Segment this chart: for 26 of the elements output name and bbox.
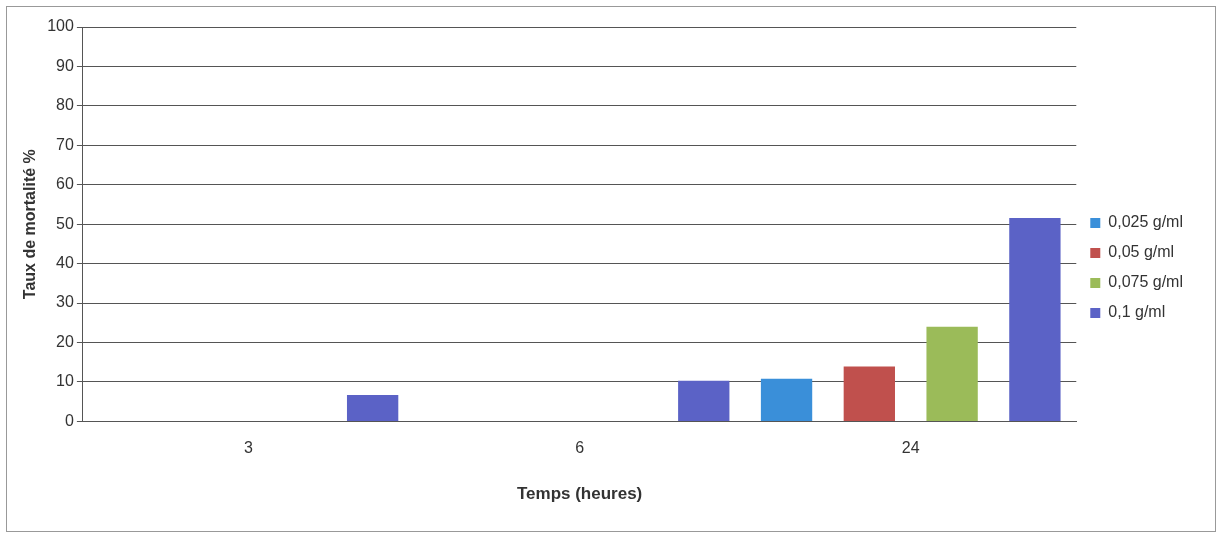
bar [1009, 217, 1061, 421]
legend-label: 0,075 g/ml [1108, 273, 1184, 291]
y-tick-label: 90 [56, 56, 74, 74]
y-tick-label: 60 [56, 175, 74, 193]
bar [678, 380, 730, 421]
x-axis-title: Temps (heures) [516, 484, 643, 504]
y-tick-label: 10 [56, 372, 74, 390]
legend-label: 0,1 g/ml [1108, 303, 1166, 321]
legend-label: 0,025 g/ml [1108, 213, 1184, 231]
y-tick-label: 30 [56, 293, 74, 311]
y-tick-label: 70 [56, 135, 74, 153]
bar [346, 394, 399, 421]
bar [843, 366, 895, 421]
x-tick-label: 3 [244, 439, 254, 457]
y-tick-label: 80 [56, 96, 74, 114]
legend-label: 0,05 g/ml [1108, 243, 1175, 261]
y-tick-label: 0 [64, 411, 74, 429]
bar [760, 378, 813, 421]
y-tick-label: 20 [56, 332, 74, 350]
x-tick-label: 24 [901, 439, 920, 457]
bar [926, 326, 978, 421]
y-axis-title: Taux de mortalité % [21, 149, 39, 300]
y-tick-label: 50 [56, 214, 74, 232]
x-tick-label: 6 [575, 439, 585, 457]
y-tick-label: 40 [56, 254, 74, 272]
y-tick-label: 100 [47, 17, 74, 35]
